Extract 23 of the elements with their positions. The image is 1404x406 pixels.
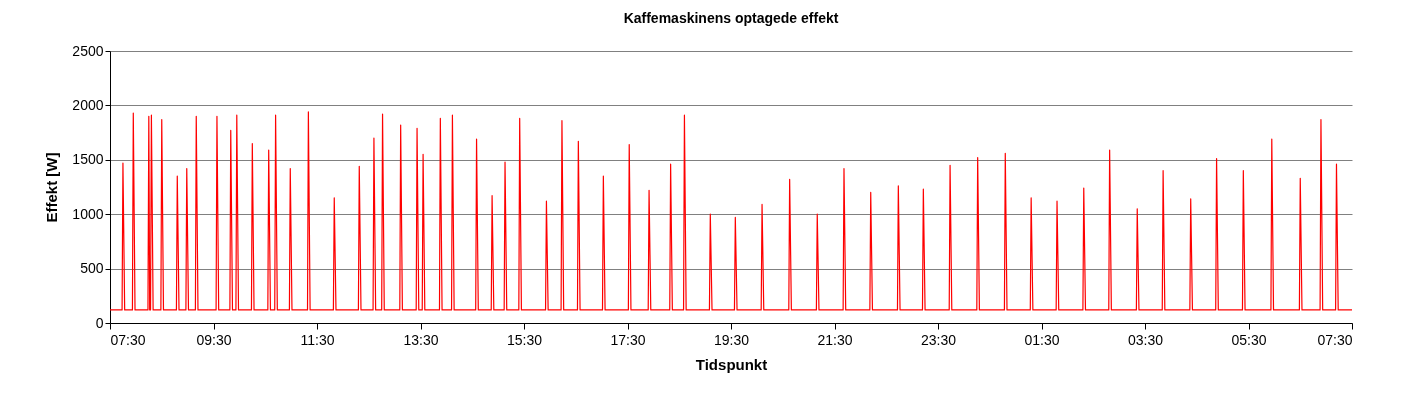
y-tick-label: 2500	[72, 42, 104, 59]
x-tick-label: 03:30	[1127, 331, 1164, 348]
x-tick-label: 11:30	[300, 331, 335, 348]
line-series	[109, 111, 1353, 311]
chart-title: Kaffemaskinens optagede effekt	[623, 10, 839, 26]
x-tick-label: 19:30	[713, 331, 750, 348]
x-tick-label: 23:30	[920, 331, 957, 348]
y-tick-label: 1500	[72, 151, 104, 168]
x-tick-label: 17:30	[610, 331, 646, 348]
x-tick-label: 09:30	[196, 331, 232, 348]
y-tick-label: 1000	[72, 205, 104, 222]
x-tick-label: 05:30	[1231, 331, 1267, 348]
y-tick-label: 500	[80, 260, 104, 277]
x-tick-label: 07:30	[1317, 331, 1353, 348]
x-tick-label: 13:30	[403, 331, 439, 348]
y-axis-title: Effekt [W]	[43, 152, 61, 223]
x-tick-label: 01:30	[1024, 331, 1060, 348]
y-tick-label: 0	[95, 314, 104, 331]
x-tick-label: 21:30	[817, 331, 853, 348]
x-tick-label: 07:30	[110, 331, 146, 348]
x-tick-label: 15:30	[506, 331, 543, 348]
x-axis-title: Tidspunkt	[695, 355, 768, 373]
y-tick-label: 2000	[72, 96, 104, 113]
